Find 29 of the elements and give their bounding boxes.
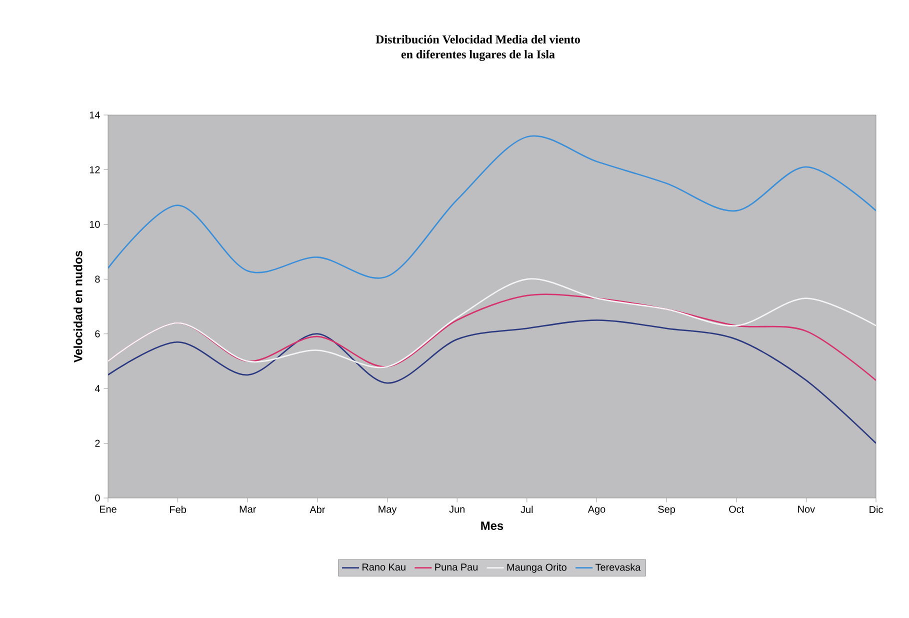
y-axis-title: Velocidad en nudos bbox=[74, 250, 82, 363]
legend-label: Maunga Orito bbox=[507, 563, 566, 573]
y-tick-label: 8 bbox=[95, 276, 100, 283]
x-tick-label: Oct bbox=[729, 506, 744, 513]
x-tick-label: Dic bbox=[870, 506, 883, 514]
legend-label: Terevaska bbox=[595, 563, 641, 571]
line-series bbox=[108, 319, 876, 444]
x-tick-label: Jul bbox=[520, 506, 533, 514]
x-tick-label: Mar bbox=[240, 506, 256, 513]
x-axis-title: Mes bbox=[481, 522, 504, 530]
y-tick-label: 14 bbox=[90, 112, 100, 118]
y-tick-label: 10 bbox=[90, 220, 100, 228]
legend-label: Rano Kau bbox=[362, 564, 406, 571]
y-tick-label: 4 bbox=[94, 385, 100, 392]
x-tick-label: May bbox=[378, 506, 397, 515]
y-tick-label: 2 bbox=[95, 440, 100, 447]
y-tick-label: 0 bbox=[95, 494, 100, 502]
line-series bbox=[108, 278, 876, 368]
legend-label: Puna Pau bbox=[435, 564, 478, 571]
chart-title: Distribución Velocidad Media del viento en diferentes lugares de la Isla bbox=[376, 35, 580, 61]
x-tick-label: Nov bbox=[798, 506, 816, 513]
y-tick-label: 6 bbox=[95, 330, 100, 338]
x-tick-label: Ene bbox=[100, 506, 116, 513]
x-tick-label: Sep bbox=[658, 506, 675, 515]
y-tick-label: 12 bbox=[90, 166, 100, 174]
x-tick-label: Feb bbox=[170, 506, 186, 514]
x-tick-label: Ago bbox=[588, 506, 606, 515]
x-tick-label: Jun bbox=[449, 506, 464, 513]
x-tick-label: Abr bbox=[310, 506, 326, 514]
